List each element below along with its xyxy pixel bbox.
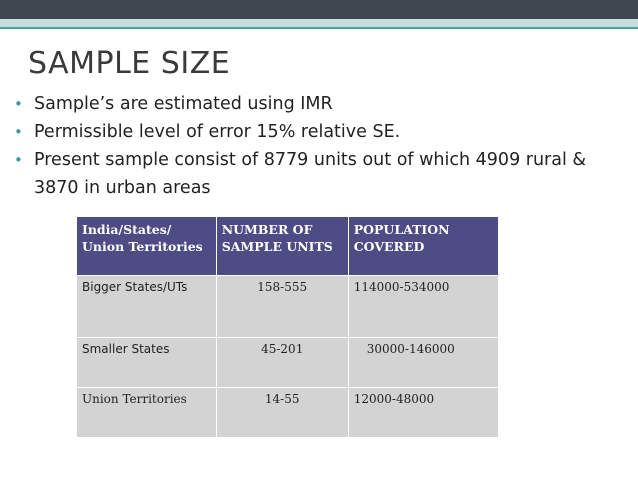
table-row: Smaller States 45-201 30000-146000 [76, 337, 500, 388]
cell-population: 114000-534000 [347, 275, 500, 338]
bullet-text: Sample’s are estimated using IMR [34, 94, 333, 114]
bullet-text: Present sample consist of 8779 units out… [34, 150, 587, 198]
cell-sample-units: 45-201 [215, 337, 349, 388]
bullet-item: • Present sample consist of 8779 units o… [14, 146, 614, 202]
bullet-item: • Sample’s are estimated using IMR [14, 90, 614, 118]
cell-sample-units: 14-55 [215, 387, 349, 438]
sample-size-table: India/States/ Union Territories NUMBER O… [76, 216, 500, 438]
slide-title: SAMPLE SIZE [28, 46, 231, 81]
bullet-list: • Sample’s are estimated using IMR • Per… [14, 90, 614, 202]
cell-region: Smaller States [76, 337, 217, 388]
cell-sample-units: 158-555 [215, 275, 349, 338]
top-banner [0, 0, 638, 19]
table-row: Union Territories 14-55 12000-48000 [76, 387, 500, 438]
table-header-row: India/States/ Union Territories NUMBER O… [76, 216, 500, 276]
bullet-dot-icon: • [14, 123, 23, 141]
bullet-dot-icon: • [14, 95, 23, 113]
bullet-text: Permissible level of error 15% relative … [34, 122, 401, 142]
header-region: India/States/ Union Territories [76, 216, 217, 276]
cell-population: 12000-48000 [347, 387, 500, 438]
top-accent-line [0, 27, 638, 29]
cell-population: 30000-146000 [347, 337, 500, 388]
header-sample-units: NUMBER OF SAMPLE UNITS [215, 216, 349, 276]
cell-region: Bigger States/UTs [76, 275, 217, 338]
top-accent-band [0, 19, 638, 27]
cell-region: Union Territories [76, 387, 217, 438]
table-row: Bigger States/UTs 158-555 114000-534000 [76, 275, 500, 338]
header-population: POPULATION COVERED [347, 216, 500, 276]
bullet-item: • Permissible level of error 15% relativ… [14, 118, 614, 146]
bullet-dot-icon: • [14, 151, 23, 169]
